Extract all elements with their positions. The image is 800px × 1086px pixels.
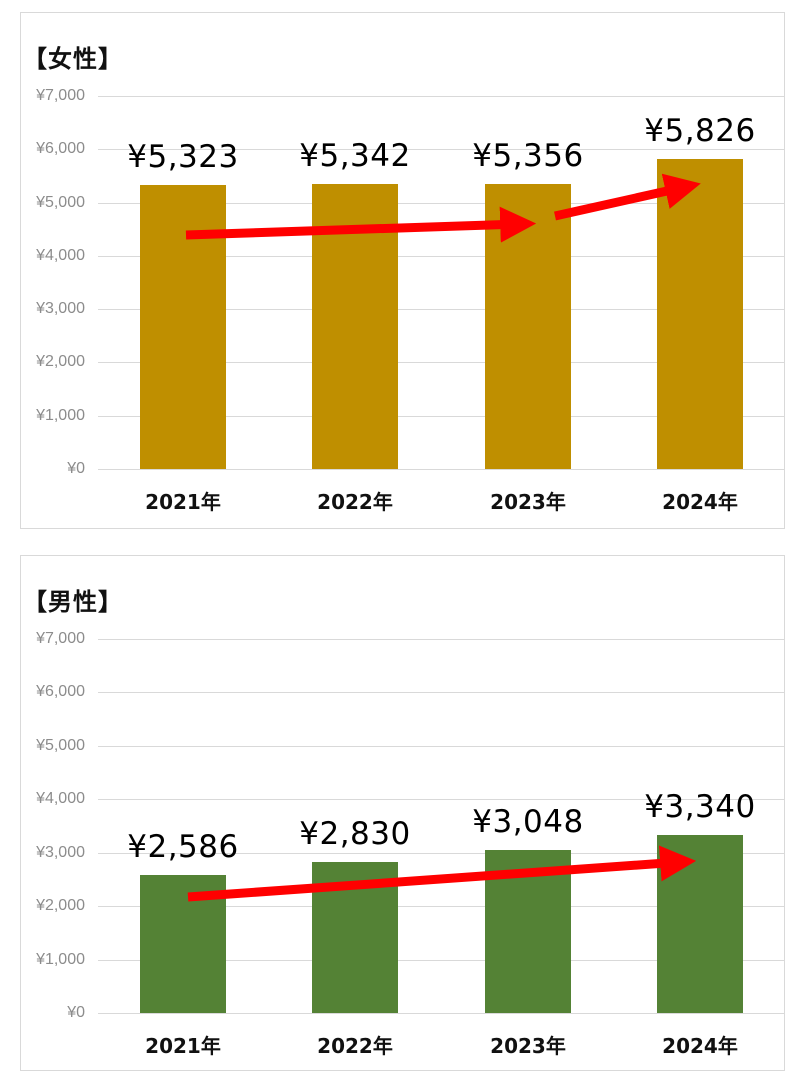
- gridline: [98, 96, 784, 97]
- y-axis-tick-label: ¥4,000: [36, 790, 85, 808]
- x-axis-category-label: 2021年: [145, 1034, 221, 1058]
- male-bar-2023年: [485, 850, 571, 1013]
- bar-value-label: ¥3,048: [472, 804, 584, 841]
- male-bar-2024年: [657, 834, 743, 1013]
- y-axis-tick-label: ¥7,000: [36, 87, 85, 104]
- bar-value-label: ¥2,586: [127, 828, 239, 865]
- gridline: [98, 906, 784, 908]
- female-chart-title: 【女性】: [23, 45, 123, 73]
- y-axis-tick-label: ¥3,000: [36, 300, 85, 318]
- gridline: [98, 745, 784, 747]
- y-axis-tick-label: ¥2,000: [36, 353, 85, 371]
- bar-value-label: ¥2,830: [299, 815, 411, 852]
- y-axis-tick-label: ¥6,000: [36, 683, 85, 701]
- gridline: [98, 149, 784, 151]
- x-axis-category-label: 2021年: [145, 490, 221, 514]
- gridline: [98, 415, 784, 417]
- x-axis-category-label: 2022年: [317, 1034, 393, 1058]
- bar-value-label: ¥3,340: [644, 788, 756, 825]
- gridline: [98, 309, 784, 311]
- x-axis-category-label: 2024年: [662, 1034, 738, 1058]
- male-bar-2022年: [312, 861, 398, 1013]
- gridline: [98, 959, 784, 961]
- gridline: [98, 202, 784, 204]
- x-axis-category-label: 2023年: [490, 1034, 566, 1058]
- male-chart-title: 【男性】: [23, 588, 123, 616]
- female-bar-2024年: [657, 158, 743, 469]
- y-axis-tick-label: ¥0: [67, 1004, 85, 1021]
- x-axis-category-label: 2023年: [490, 490, 566, 514]
- female-bar-2021年: [140, 185, 226, 469]
- gridline: [98, 799, 784, 801]
- y-axis-tick-label: ¥1,000: [36, 406, 85, 424]
- y-axis-tick-label: ¥7,000: [36, 630, 85, 647]
- male-chart-panel: 【男性】 ¥0 ¥1,000 ¥2,000 ¥3,000 ¥4,000 ¥5,000 ¥6,…: [20, 555, 785, 1071]
- bar-value-label: ¥5,356: [472, 137, 584, 174]
- gridline: [98, 852, 784, 854]
- y-axis-tick-label: ¥5,000: [36, 193, 85, 211]
- x-axis-category-label: 2024年: [662, 490, 738, 514]
- y-axis-tick-label: ¥3,000: [36, 843, 85, 861]
- y-axis-tick-label: ¥2,000: [36, 897, 85, 915]
- gridline: [98, 469, 784, 470]
- y-axis-tick-label: ¥1,000: [36, 950, 85, 968]
- bar-value-label: ¥5,323: [127, 139, 239, 176]
- bar-value-label: ¥5,826: [644, 112, 756, 149]
- y-axis-tick-label: ¥6,000: [36, 140, 85, 158]
- gridline: [98, 1013, 784, 1014]
- y-axis-tick-label: ¥0: [67, 460, 85, 477]
- gridline: [98, 362, 784, 364]
- x-axis-category-label: 2022年: [317, 490, 393, 514]
- female-bar-2023年: [485, 183, 571, 469]
- gridline: [98, 255, 784, 257]
- male-bar-2021年: [140, 874, 226, 1013]
- y-axis-tick-label: ¥5,000: [36, 736, 85, 754]
- gridline: [98, 692, 784, 694]
- y-axis-tick-label: ¥4,000: [36, 246, 85, 264]
- female-bar-2022年: [312, 184, 398, 469]
- gridline: [98, 639, 784, 640]
- female-chart-panel: 【女性】 ¥0 ¥1,000 ¥2,000 ¥3,000 ¥4,000 ¥5,000 ¥6,…: [20, 12, 785, 529]
- bar-value-label: ¥5,342: [299, 138, 411, 175]
